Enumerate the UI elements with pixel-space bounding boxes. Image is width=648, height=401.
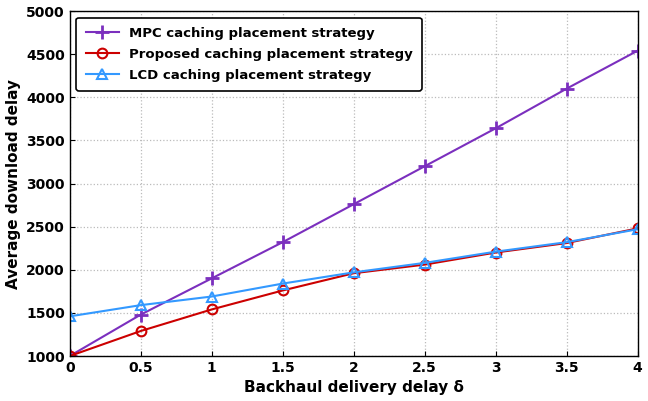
LCD caching placement strategy [137,303,145,308]
Line: Proposed caching placement strategy: Proposed caching placement strategy [65,223,642,361]
LCD caching placement strategy [421,261,428,265]
MPC caching placement strategy [634,49,642,53]
Proposed caching placement strategy [492,250,500,255]
LCD caching placement strategy [208,294,216,299]
X-axis label: Backhaul delivery delay δ: Backhaul delivery delay δ [244,381,463,395]
Proposed caching placement strategy [137,328,145,333]
MPC caching placement strategy [279,240,286,245]
MPC caching placement strategy [137,312,145,317]
Y-axis label: Average download delay: Average download delay [6,79,21,289]
MPC caching placement strategy [350,202,358,207]
MPC caching placement strategy [66,354,74,358]
Proposed caching placement strategy [350,271,358,275]
MPC caching placement strategy [421,164,428,169]
MPC caching placement strategy [492,126,500,131]
MPC caching placement strategy [208,276,216,281]
LCD caching placement strategy [279,281,286,286]
LCD caching placement strategy [634,227,642,232]
Line: MPC caching placement strategy: MPC caching placement strategy [63,44,645,363]
Line: LCD caching placement strategy: LCD caching placement strategy [65,225,642,321]
LCD caching placement strategy [492,249,500,254]
LCD caching placement strategy [350,270,358,275]
Proposed caching placement strategy [421,262,428,267]
LCD caching placement strategy [66,314,74,319]
Proposed caching placement strategy [279,288,286,293]
Legend: MPC caching placement strategy, Proposed caching placement strategy, LCD caching: MPC caching placement strategy, Proposed… [76,18,422,91]
Proposed caching placement strategy [562,241,570,245]
LCD caching placement strategy [562,240,570,245]
MPC caching placement strategy [562,86,570,91]
Proposed caching placement strategy [208,307,216,312]
Proposed caching placement strategy [66,354,74,358]
Proposed caching placement strategy [634,226,642,231]
